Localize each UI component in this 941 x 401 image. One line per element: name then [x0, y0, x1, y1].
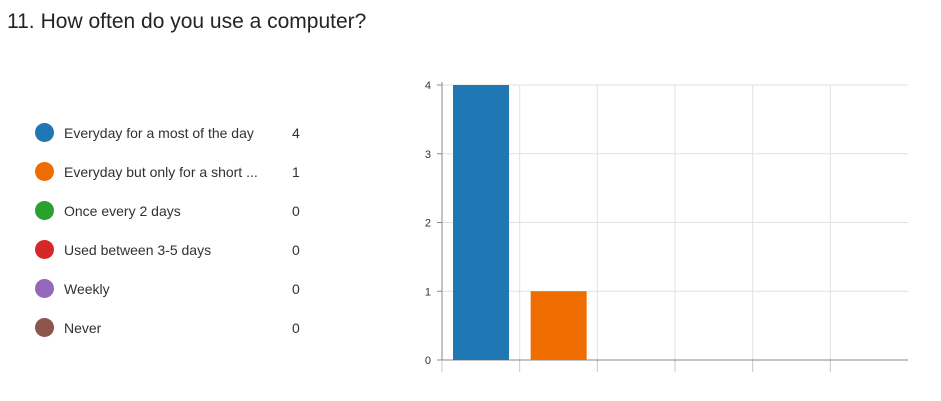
legend-color-dot — [35, 123, 54, 142]
y-tick-label: 4 — [425, 80, 431, 92]
question-text: How often do you use a computer? — [40, 10, 367, 33]
legend-count: 0 — [292, 241, 300, 258]
chart-grid — [442, 84, 908, 360]
legend-item: Everyday but only for a short ... 1 — [35, 152, 325, 191]
chart-bars — [453, 85, 587, 360]
question-number: 11. — [7, 10, 35, 33]
legend-color-dot — [35, 240, 54, 259]
legend-label: Everyday for a most of the day — [64, 124, 254, 141]
legend-item: Once every 2 days 0 — [35, 191, 325, 230]
legend-count: 0 — [292, 280, 300, 297]
legend-count: 4 — [292, 124, 300, 141]
y-tick-label: 0 — [425, 355, 431, 367]
bar — [530, 291, 587, 360]
legend-item: Never 0 — [35, 308, 325, 347]
legend-color-dot — [35, 201, 54, 220]
legend-label: Weekly — [64, 280, 110, 297]
y-tick-label: 2 — [425, 218, 431, 230]
legend-item: Everyday for a most of the day 4 — [35, 113, 325, 152]
legend-label: Once every 2 days — [64, 202, 181, 219]
legend-label: Everyday but only for a short ... — [64, 163, 258, 180]
legend-count: 0 — [292, 319, 300, 336]
legend-count: 0 — [292, 202, 300, 219]
bar — [453, 85, 509, 360]
legend-color-dot — [35, 162, 54, 181]
legend-count: 1 — [292, 163, 300, 180]
y-tick-label: 3 — [425, 149, 431, 161]
legend-item: Weekly 0 — [35, 269, 325, 308]
legend-color-dot — [35, 279, 54, 298]
legend-label: Used between 3-5 days — [64, 241, 212, 258]
legend-item: Used between 3-5 days 0 — [35, 230, 325, 269]
chart-axes: 0 1 2 3 4 — [425, 80, 908, 372]
y-tick-label: 1 — [425, 286, 431, 298]
legend-color-dot — [35, 318, 54, 337]
question-title: 11. How often do you use a computer? — [7, 8, 366, 36]
chart-legend: Everyday for a most of the day 4 Everyda… — [35, 113, 325, 347]
legend-label: Never — [64, 319, 102, 336]
